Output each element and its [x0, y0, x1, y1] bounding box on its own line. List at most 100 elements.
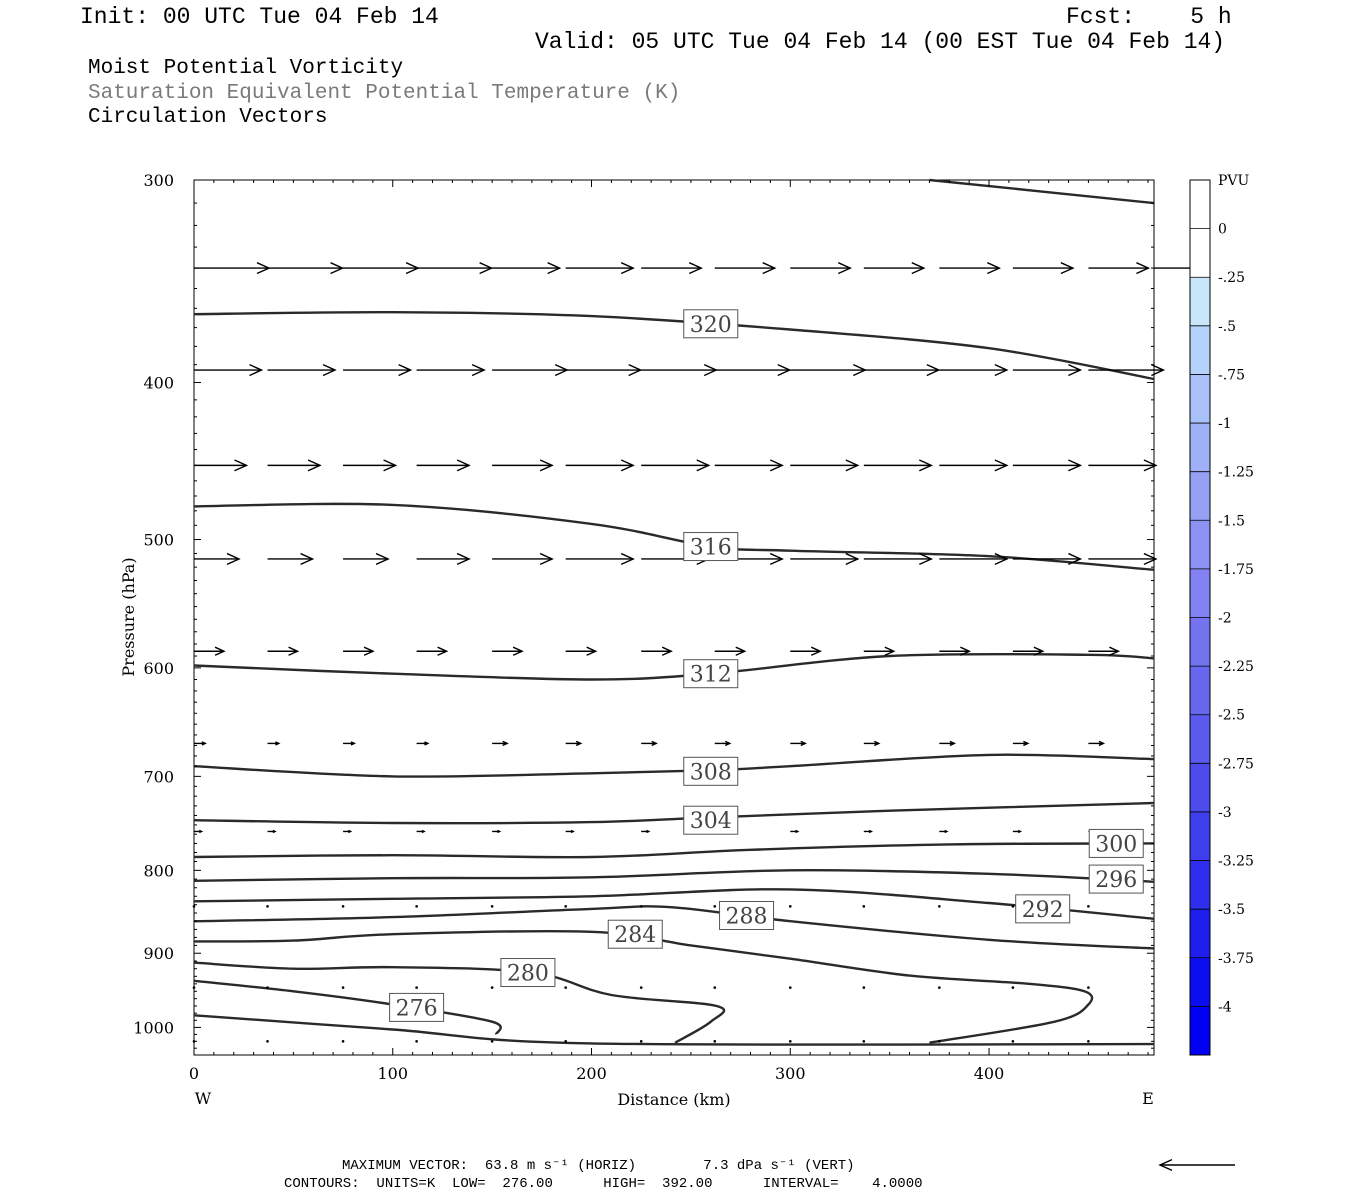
- wind-vector-dot: [862, 986, 866, 989]
- y-tick-label-800: 800: [143, 861, 174, 880]
- wind-vector: [863, 459, 934, 472]
- contour-label-280: 280: [500, 958, 556, 988]
- wind-vector: [939, 552, 1009, 566]
- wind-vector-head: [944, 829, 949, 834]
- y-tick-label-600: 600: [143, 659, 174, 678]
- wind-vector: [266, 986, 269, 989]
- contour-label-text: 304: [690, 809, 732, 834]
- wind-vector: [641, 459, 711, 472]
- wind-vector-head: [810, 646, 822, 656]
- wind-vector-head: [994, 459, 1009, 472]
- wind-vector: [565, 459, 635, 472]
- wind-vector: [1088, 740, 1106, 747]
- colorbar-tick-label: -2.5: [1218, 708, 1245, 724]
- contour-296: [193, 869, 1155, 883]
- wind-vector-dot: [938, 986, 941, 989]
- contour-label-text: 296: [1095, 868, 1137, 893]
- wind-vector: [192, 905, 196, 908]
- vector-group: [192, 262, 1209, 1043]
- wind-vector-head: [575, 740, 583, 747]
- y-tick-label-700: 700: [143, 767, 174, 786]
- wind-vector-head: [201, 741, 207, 746]
- wind-vector: [1012, 364, 1083, 377]
- wind-vector: [863, 829, 874, 834]
- y-tick-label-1000: 1000: [133, 1018, 174, 1037]
- colorbar-tick-label: -3: [1218, 805, 1232, 821]
- contour-label-box: [683, 756, 739, 786]
- wind-vector: [492, 646, 524, 656]
- wind-vector: [343, 741, 357, 746]
- forecast-hour: Fcst: 5 h: [1066, 4, 1232, 30]
- wind-vector-head: [1143, 552, 1158, 566]
- contour-label-text: 312: [690, 663, 732, 688]
- wind-vector-head: [724, 740, 732, 747]
- wind-vector: [492, 829, 502, 834]
- wind-vector-head: [586, 646, 598, 656]
- contour-label-284: 284: [607, 919, 663, 949]
- contour-label-316: 316: [683, 532, 739, 562]
- colorbar-tick-label: -1.75: [1218, 562, 1254, 578]
- wind-vector: [641, 262, 703, 275]
- wind-vector-head: [987, 262, 1002, 275]
- wind-vector: [788, 1040, 792, 1043]
- wind-vector: [341, 1040, 345, 1043]
- y-tick-label-500: 500: [143, 531, 174, 550]
- wind-vector-dot: [415, 905, 418, 908]
- wind-vector-head: [800, 740, 807, 747]
- colorbar-segment: [1190, 763, 1210, 813]
- wind-vector-dot: [1011, 905, 1015, 908]
- wind-vector-head: [539, 552, 554, 566]
- wind-vector: [1088, 459, 1158, 472]
- wind-vector: [863, 740, 881, 747]
- wind-vector-dot: [713, 905, 717, 908]
- colorbar-segment: [1190, 1006, 1210, 1056]
- wind-vector: [641, 829, 651, 834]
- wind-vector: [194, 829, 204, 834]
- contour-label-276: 276: [389, 992, 445, 1022]
- wind-vector: [939, 740, 957, 747]
- wind-vector: [790, 364, 867, 377]
- colorbar-segment: [1190, 860, 1210, 910]
- wind-vector: [1087, 905, 1090, 908]
- colorbar-segment: [1190, 811, 1210, 862]
- wind-vector: [194, 646, 226, 656]
- wind-vector-head: [661, 646, 673, 656]
- colorbar-segment: [1190, 520, 1210, 570]
- wind-vector: [862, 986, 866, 989]
- wind-vector: [790, 262, 852, 275]
- colorbar-segment: [1190, 471, 1210, 521]
- wind-vector-dot: [788, 1040, 792, 1043]
- wind-vector: [790, 829, 800, 834]
- contour-304: [193, 801, 1155, 825]
- wind-vector-dot: [938, 1040, 941, 1043]
- contour-label-box: [389, 992, 445, 1022]
- wind-vector-head: [198, 829, 204, 834]
- wind-vector-dot: [862, 1040, 866, 1043]
- wind-vector: [1088, 364, 1166, 377]
- contour-label-304: 304: [683, 805, 739, 835]
- wind-vector-head: [868, 829, 874, 834]
- x-end-label-west: W: [195, 1089, 212, 1108]
- contour-label-box: [607, 919, 663, 949]
- contour-label-text: 308: [690, 760, 732, 785]
- wind-vector: [492, 552, 554, 566]
- wind-vector: [194, 459, 249, 472]
- colorbar-segment: [1190, 325, 1210, 375]
- contour-280: [193, 961, 726, 1044]
- wind-vector: [714, 646, 747, 656]
- wind-vector-head: [651, 740, 658, 747]
- wind-vector-dot: [564, 1040, 567, 1043]
- colorbar-tick-label: -4: [1218, 999, 1232, 1015]
- wind-vector: [564, 1040, 567, 1043]
- wind-vector: [490, 905, 494, 908]
- wind-vector: [939, 646, 972, 656]
- wind-vector: [343, 552, 390, 566]
- contour-312: [193, 652, 1155, 681]
- contour-group: [193, 178, 1155, 1046]
- wind-vector: [939, 364, 1009, 377]
- wind-vector-head: [471, 364, 486, 377]
- wind-vector: [194, 262, 271, 275]
- colorbar-tick-label: -.25: [1218, 270, 1245, 286]
- contour-label-text: 280: [507, 962, 549, 987]
